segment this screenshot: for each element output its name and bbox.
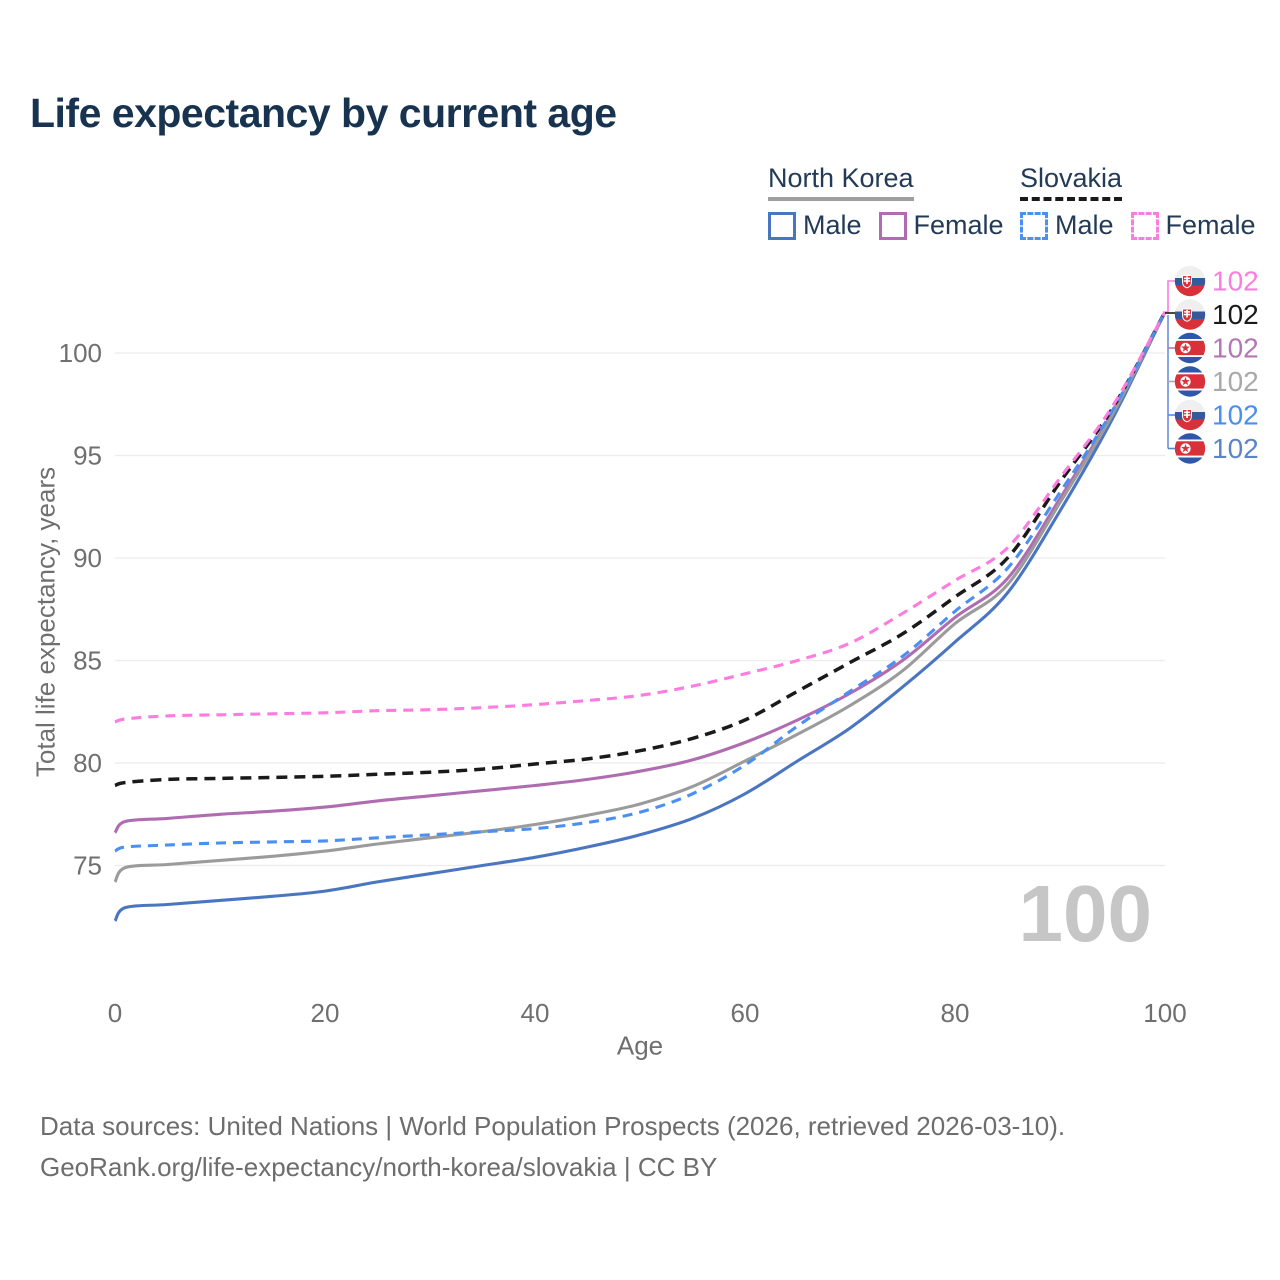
end-value-label-north-korea-5: 102 xyxy=(1212,433,1259,464)
legend-swatch-slovakia-male[interactable] xyxy=(1020,211,1048,240)
y-tick-label-100: 100 xyxy=(59,338,102,368)
y-tick-label-85: 85 xyxy=(73,646,102,676)
x-tick-label-20: 20 xyxy=(311,998,340,1028)
footer-attribution-link: GeoRank.org/life-expectancy/north-korea/… xyxy=(40,1152,718,1182)
series-line-slovakia-female xyxy=(114,311,1167,724)
series-line-slovakia-slovakia xyxy=(114,311,1167,788)
y-axis-title: Total life expectancy, years xyxy=(30,466,61,778)
legend-row-north-korea: Male Female xyxy=(768,210,1021,241)
chart-title: Life expectancy by current age xyxy=(30,90,617,136)
y-tick-label-95: 95 xyxy=(73,441,102,471)
age-counter-watermark: 100 xyxy=(1018,869,1152,958)
slovakia-flag-icon xyxy=(1174,399,1206,431)
north-korea-flag-icon xyxy=(1174,332,1206,364)
y-tick-label-75: 75 xyxy=(73,851,102,881)
legend-row-slovakia: Male Female xyxy=(1020,210,1273,241)
x-tick-label-0: 0 xyxy=(108,998,122,1028)
slovakia-flag-icon xyxy=(1174,265,1206,297)
legend-swatch-slovakia-female[interactable] xyxy=(1130,211,1159,240)
north-korea-flag-icon xyxy=(1174,433,1206,464)
x-axis-title: Age xyxy=(616,1030,664,1061)
footer-data-sources: Data sources: United Nations | World Pop… xyxy=(40,1111,1066,1141)
x-tick-label-40: 40 xyxy=(521,998,550,1028)
north-korea-flag-icon xyxy=(1174,366,1206,397)
series-line-slovakia-male xyxy=(114,311,1167,853)
legend-label-slovakia-female[interactable]: Female xyxy=(1165,210,1256,240)
y-tick-label-80: 80 xyxy=(73,748,102,778)
x-tick-label-100: 100 xyxy=(1143,998,1186,1028)
end-value-label-slovakia-4: 102 xyxy=(1212,400,1259,431)
x-tick-label-60: 60 xyxy=(731,998,760,1028)
series-line-north-korea-male xyxy=(113,311,1167,922)
end-value-label-slovakia-0: 102 xyxy=(1212,266,1259,297)
legend-country-slovakia[interactable]: Slovakia xyxy=(1020,163,1123,201)
legend-group-slovakia: Slovakia Male Female xyxy=(1020,163,1273,241)
leader-line-slovakia-female xyxy=(1165,280,1175,313)
series-line-north-korea-female xyxy=(113,311,1167,834)
legend-swatch-north-korea-female[interactable] xyxy=(878,211,907,240)
y-tick-label-90: 90 xyxy=(73,543,102,573)
slovakia-flag-icon xyxy=(1174,299,1206,330)
end-value-label-slovakia-1: 102 xyxy=(1212,299,1259,330)
end-value-label-north-korea-3: 102 xyxy=(1212,366,1259,397)
legend-label-north-korea-female[interactable]: Female xyxy=(913,210,1004,240)
legend-label-north-korea-male[interactable]: Male xyxy=(803,210,862,240)
legend-swatch-north-korea-male[interactable] xyxy=(768,211,796,240)
x-tick-label-80: 80 xyxy=(941,998,970,1028)
footer: Data sources: United Nations | World Pop… xyxy=(40,1106,1065,1188)
series-line-north-korea-north-korea xyxy=(113,311,1167,883)
end-value-label-north-korea-2: 102 xyxy=(1212,333,1259,364)
legend-label-slovakia-male[interactable]: Male xyxy=(1055,210,1114,240)
legend-country-north-korea[interactable]: North Korea xyxy=(768,163,914,201)
legend-group-north-korea: North Korea Male Female xyxy=(768,163,1021,241)
